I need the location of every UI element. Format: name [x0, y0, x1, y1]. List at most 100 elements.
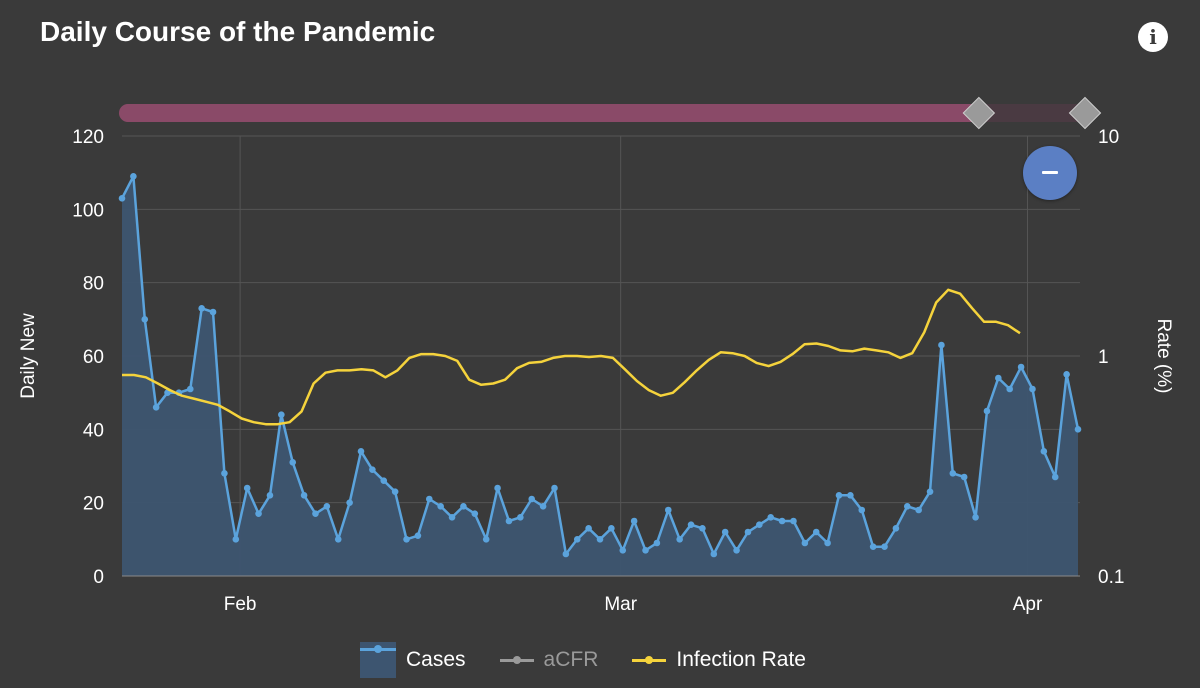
cases-point	[710, 550, 718, 558]
cases-point	[903, 503, 911, 510]
cases-point	[812, 528, 820, 536]
cases-point	[391, 488, 399, 495]
cases-point	[539, 503, 547, 510]
cases-point	[494, 484, 501, 492]
cases-point	[562, 550, 570, 558]
cases-point	[289, 459, 297, 466]
cases-point	[756, 521, 763, 528]
cases-point	[664, 506, 672, 514]
cases-point	[209, 308, 217, 316]
cases-point	[619, 547, 627, 554]
cases-point	[1029, 385, 1036, 393]
y-right-tick-label: 0.1	[1098, 567, 1124, 588]
legend: Cases aCFR Infection Rate	[360, 640, 840, 680]
cases-point	[460, 503, 467, 510]
cases-point	[118, 195, 126, 202]
x-tick-label: Feb	[224, 594, 257, 615]
cases-point	[232, 536, 240, 543]
cases-point	[824, 539, 831, 547]
legend-item-infection-rate[interactable]: Infection Rate	[632, 648, 806, 672]
cases-point	[1017, 363, 1025, 371]
cases-swatch-icon	[360, 642, 396, 678]
cases-point	[596, 536, 604, 543]
legend-label-acfr: aCFR	[543, 648, 599, 671]
cases-point	[892, 525, 900, 532]
infection-rate-path	[122, 288, 1021, 426]
y-left-tick-label: 60	[83, 347, 104, 368]
cases-point	[835, 492, 843, 499]
range-handle-start[interactable]	[962, 96, 996, 130]
info-icon[interactable]: i	[1138, 22, 1168, 52]
cases-point	[448, 514, 456, 521]
cases-point	[141, 316, 149, 323]
cases-point	[346, 499, 353, 506]
legend-item-cases[interactable]: Cases	[360, 642, 466, 678]
y-right-tick-label: 10	[1098, 127, 1119, 148]
cases-point	[278, 411, 285, 418]
cases-point	[858, 506, 866, 514]
cases-point	[630, 517, 638, 525]
chart-axes: 0 20 40 60 80 100 120 0.1 1 10 Feb Mar Apr	[72, 127, 1124, 615]
range-handle-end[interactable]	[1068, 96, 1102, 130]
cases-point	[642, 547, 649, 554]
infection-rate-line	[122, 288, 1021, 426]
cases-point	[1051, 473, 1059, 481]
x-tick-label: Mar	[604, 594, 637, 615]
cases-point	[983, 407, 991, 415]
cases-point	[733, 547, 740, 554]
cases-point	[323, 503, 331, 510]
cases-point	[676, 536, 683, 543]
cases-point	[482, 536, 490, 543]
cases-point	[505, 517, 513, 525]
cases-point	[471, 510, 479, 517]
cases-point	[243, 484, 251, 492]
cases-point	[357, 448, 365, 455]
chart-grid	[122, 135, 1080, 577]
cases-point	[334, 536, 342, 543]
cases-point	[881, 543, 888, 550]
cases-point	[300, 492, 308, 499]
range-slider[interactable]	[119, 96, 1102, 130]
y-left-tick-label: 120	[72, 127, 104, 148]
cases-point	[995, 374, 1002, 382]
cases-point	[403, 536, 410, 543]
y-right-tick-label: 1	[1098, 347, 1109, 368]
legend-label-cases: Cases	[406, 648, 466, 671]
cases-point	[744, 528, 752, 536]
y-left-tick-label: 80	[83, 274, 104, 295]
cases-point	[1074, 426, 1082, 433]
cases-point	[312, 510, 319, 517]
cases-point	[551, 484, 558, 492]
cases-point	[869, 543, 877, 550]
cases-area	[118, 173, 1082, 577]
cases-point	[186, 385, 194, 393]
zoom-out-icon	[1042, 171, 1058, 174]
cases-point	[221, 470, 228, 477]
y-left-tick-label: 100	[72, 200, 104, 221]
cases-point	[608, 525, 615, 532]
cases-point	[437, 503, 444, 510]
cases-point	[926, 488, 934, 495]
cases-point	[915, 506, 922, 514]
y-axis-right-label: Rate (%)	[1153, 319, 1174, 394]
y-left-tick-label: 0	[93, 567, 104, 588]
cases-point	[517, 514, 524, 521]
cases-point	[266, 492, 274, 499]
cases-point	[528, 495, 536, 503]
cases-point	[949, 470, 957, 477]
infection-rate-swatch-icon	[632, 655, 667, 664]
cases-point	[687, 521, 695, 528]
cases-point	[847, 492, 854, 499]
cases-point	[255, 510, 262, 517]
cases-point	[767, 514, 775, 521]
chart-title: Daily Course of the Pandemic	[40, 16, 436, 47]
cases-point	[1006, 385, 1014, 393]
cases-point	[721, 528, 729, 536]
legend-label-infection-rate: Infection Rate	[676, 648, 806, 671]
legend-item-acfr[interactable]: aCFR	[499, 648, 599, 672]
x-tick-label: Apr	[1013, 594, 1043, 615]
cases-point	[198, 305, 205, 312]
cases-point	[369, 466, 376, 473]
cases-point	[1040, 448, 1048, 455]
zoom-out-button[interactable]	[1023, 146, 1077, 200]
